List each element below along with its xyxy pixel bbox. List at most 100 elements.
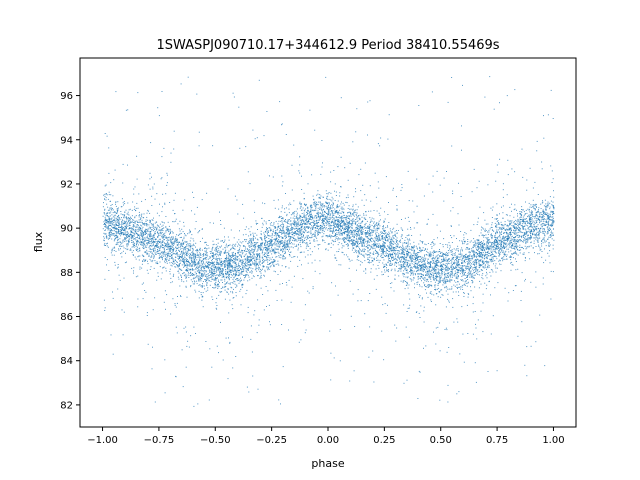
data-point — [453, 274, 455, 276]
data-point — [178, 255, 180, 257]
data-point — [425, 286, 427, 288]
data-point — [127, 222, 129, 224]
data-point — [304, 237, 306, 239]
data-point — [202, 275, 204, 277]
data-point — [145, 238, 147, 240]
data-point — [507, 233, 509, 235]
data-point — [369, 225, 371, 227]
data-point — [280, 229, 282, 231]
data-point — [329, 219, 331, 220]
data-point — [161, 234, 163, 236]
data-point — [323, 240, 325, 242]
data-point — [478, 251, 480, 253]
data-point — [118, 221, 120, 223]
data-point — [278, 399, 280, 401]
data-point — [323, 224, 325, 226]
data-point — [161, 244, 163, 246]
data-point — [241, 285, 243, 287]
data-point — [470, 271, 472, 273]
data-point — [355, 234, 357, 236]
data-point — [156, 241, 158, 243]
data-point — [262, 254, 264, 256]
data-point — [458, 264, 459, 266]
data-point — [263, 260, 265, 262]
data-point — [268, 264, 270, 265]
data-point — [171, 252, 173, 253]
data-point — [470, 272, 472, 274]
data-point — [461, 249, 463, 251]
data-point — [278, 252, 280, 254]
data-point — [231, 304, 233, 306]
data-point — [180, 269, 182, 271]
data-point — [406, 238, 408, 240]
data-point — [378, 267, 380, 269]
data-point — [409, 252, 411, 254]
data-point — [465, 268, 467, 269]
data-point — [175, 253, 177, 255]
data-point — [414, 265, 415, 267]
data-point — [490, 245, 492, 247]
data-point — [165, 237, 167, 239]
data-point — [306, 214, 308, 216]
data-point — [217, 252, 219, 253]
data-point — [284, 243, 286, 244]
data-point — [183, 252, 185, 254]
data-point — [276, 232, 278, 234]
data-point — [293, 200, 295, 202]
data-point — [222, 260, 224, 262]
data-point — [336, 226, 338, 228]
data-point — [520, 214, 522, 215]
data-point — [415, 245, 417, 247]
data-point — [112, 220, 114, 222]
data-point — [137, 306, 139, 308]
data-point — [288, 219, 290, 220]
data-point — [251, 248, 253, 250]
data-point — [280, 249, 282, 251]
data-point — [145, 229, 147, 231]
data-point — [391, 282, 393, 284]
data-point — [325, 205, 327, 207]
data-point — [239, 251, 241, 253]
data-point — [538, 232, 540, 234]
data-point — [188, 244, 190, 246]
data-point — [531, 220, 533, 222]
data-point — [307, 213, 308, 215]
data-point — [122, 182, 124, 184]
data-point — [157, 231, 159, 233]
data-point — [499, 263, 500, 265]
data-point — [346, 237, 348, 239]
data-point — [334, 254, 336, 256]
data-point — [241, 264, 243, 266]
data-point — [448, 242, 450, 244]
data-point — [392, 244, 394, 245]
data-point — [515, 269, 517, 271]
data-point — [517, 241, 519, 243]
data-point — [246, 239, 248, 241]
data-point — [318, 216, 319, 218]
data-point — [173, 248, 175, 250]
data-point — [533, 226, 535, 227]
data-point — [193, 197, 195, 198]
data-point — [332, 210, 334, 212]
data-point — [111, 254, 113, 256]
data-point — [129, 208, 131, 210]
data-point — [168, 230, 170, 232]
data-point — [191, 210, 192, 212]
data-point — [424, 254, 426, 256]
data-point — [348, 245, 349, 247]
data-point — [496, 258, 498, 260]
data-point — [184, 265, 186, 267]
data-point — [232, 292, 234, 294]
data-point — [198, 297, 200, 299]
data-point — [190, 335, 192, 337]
data-point — [490, 248, 492, 250]
data-point — [337, 226, 339, 228]
data-point — [410, 261, 412, 263]
data-point — [508, 220, 510, 222]
data-point — [420, 305, 422, 307]
data-point — [154, 238, 156, 240]
data-point — [342, 207, 344, 209]
data-point — [432, 257, 434, 259]
data-point — [520, 290, 522, 292]
data-point — [305, 247, 307, 249]
